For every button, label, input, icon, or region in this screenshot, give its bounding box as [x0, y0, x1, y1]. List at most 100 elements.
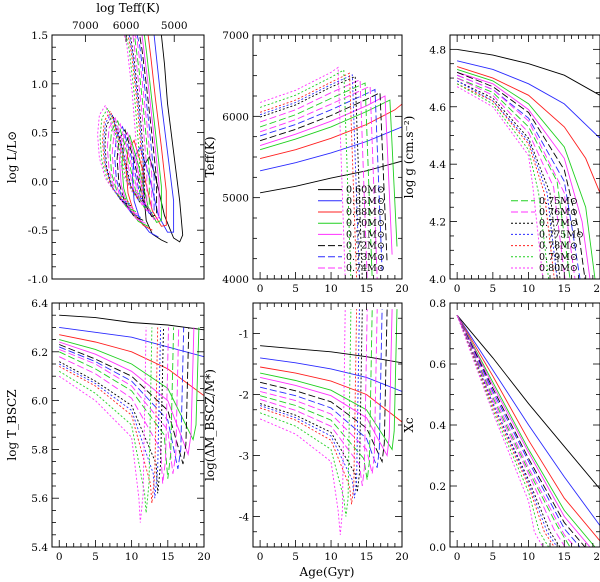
x-tick-label: 0 — [454, 283, 461, 295]
y-tick-label: -4 — [239, 512, 250, 524]
y-axis-label: log L/L⊙ — [5, 131, 19, 184]
series-line-teff-0p78 — [259, 72, 358, 279]
top-axis-label: log Teff(K) — [96, 1, 160, 15]
series-line-teff-0p70 — [259, 99, 398, 247]
y-tick-label: 0.8 — [429, 298, 446, 310]
y-tick-label: 6.0 — [31, 396, 48, 408]
series-line-hr-0p79 — [99, 35, 141, 200]
series-line-mbscz-0p78 — [259, 309, 358, 505]
legend-label: 0.80M⊙ — [539, 263, 578, 274]
series-line-hr-0p77 — [104, 35, 145, 207]
legend-label: 0.70M⊙ — [346, 218, 385, 229]
series-line-logg-0p74 — [456, 74, 576, 279]
series-line-xc-0p73 — [456, 315, 581, 547]
legend-label: 0.76M⊙ — [539, 207, 578, 218]
series-line-teff-0p71 — [259, 95, 393, 255]
series-line-tbscz-0p72 — [59, 327, 190, 465]
legend-label: 0.74M⊙ — [346, 263, 385, 274]
series-line-xc-0p80 — [456, 315, 544, 547]
series-line-mbscz-0p60 — [260, 345, 402, 364]
y-tick-label: 6.2 — [31, 347, 48, 359]
y-tick-label: 0.0 — [429, 542, 446, 554]
series-line-teff-0p77 — [259, 75, 363, 279]
y-axis-label: log T_BSCZ — [5, 389, 19, 460]
panel-logg: 0 5 10 15 20 4.0 4.2 4.4 4.6 4.8 log g (cm.s⁻²) 0.7… — [402, 34, 600, 295]
x-tick-label: 0 — [56, 551, 63, 563]
x-tick-label: 5 — [292, 551, 299, 563]
y-tick-label: 0.0 — [31, 176, 48, 188]
y-tick-label: 5.4 — [31, 542, 48, 554]
series-line-logg-0p75 — [456, 77, 571, 279]
x-tick-label: 10 — [324, 283, 337, 295]
series-line-hr-0p78 — [102, 35, 143, 203]
series-line-tbscz-0p80 — [58, 327, 147, 523]
x-tick-label: 0 — [454, 551, 461, 563]
series-line-logg-0p77 — [456, 80, 561, 279]
top-x-tick-label: 6000 — [113, 20, 140, 32]
series-line-mbscz-0p775 — [259, 309, 360, 499]
series-line-teff-0p76 — [259, 79, 368, 279]
series-line-hr-0p74 — [111, 35, 153, 216]
y-tick-label: -3 — [239, 451, 249, 463]
series-line-hr-0p72 — [116, 35, 158, 221]
series-line-logg-0p60 — [457, 48, 600, 96]
axes-frame — [51, 302, 205, 548]
x-tick-label: 10 — [522, 551, 535, 563]
series-line-mbscz-0p73 — [259, 309, 383, 468]
x-tick-label: 20 — [593, 283, 600, 295]
x-tick-label: 5 — [92, 551, 99, 563]
y-tick-label: 4.6 — [429, 102, 446, 114]
series-line-xc-0p77 — [456, 315, 561, 547]
series-line-xc-0p75 — [456, 315, 571, 547]
series-line-tbscz-0p73 — [59, 327, 185, 469]
series-line-mbscz-0p71 — [260, 309, 393, 457]
x-tick-label: 20 — [395, 283, 408, 295]
series-line-tbscz-0p78 — [58, 327, 159, 504]
series-line-mbscz-0p74 — [259, 309, 378, 474]
x-tick-label: 10 — [324, 551, 337, 563]
series-line-hr-0p775 — [103, 35, 144, 205]
series-line-logg-0p76 — [456, 77, 566, 279]
series-line-teff-0p75 — [259, 82, 373, 279]
panel-mbscz: 0 5 10 15 20 -4 -3 -2 -1 log(ΔM_BSCZ/M*) — [203, 302, 409, 563]
legend: 0.75M⊙0.76M⊙0.77M⊙0.775M⊙0.78M⊙0.79M⊙0.8… — [511, 196, 584, 274]
series-line-tbscz-0p75 — [59, 327, 175, 479]
x-tick-label: 5 — [490, 283, 497, 295]
curves-tbscz — [58, 314, 204, 523]
series-line-mbscz-0p72 — [259, 309, 388, 464]
top-x-tick-label: 5000 — [161, 20, 188, 32]
panel-tbscz: 0 5 10 15 20 5.4 5.6 5.8 6.0 6.2 6.4 log T_BSCZ — [5, 298, 211, 563]
x-tick-label: 5 — [292, 283, 299, 295]
y-tick-label: 0.6 — [429, 359, 446, 371]
series-line-logg-0p68 — [456, 66, 600, 194]
legend-label: 0.60M⊙ — [346, 185, 385, 196]
series-line-teff-0p74 — [259, 85, 378, 279]
legend-label: 0.73M⊙ — [346, 252, 385, 263]
legend-label: 0.65M⊙ — [346, 196, 385, 207]
curves-teff — [259, 66, 402, 279]
legend-label: 0.75M⊙ — [539, 196, 578, 207]
series-line-mbscz-0p70 — [260, 309, 398, 451]
x-tick-label: 15 — [558, 551, 571, 563]
series-line-teff-0p79 — [259, 69, 352, 279]
series-line-xc-0p60 — [456, 314, 600, 490]
series-line-tbscz-0p70 — [59, 327, 200, 441]
x-tick-label: 15 — [360, 283, 373, 295]
series-line-mbscz-0p76 — [259, 309, 368, 487]
legend-label: 0.71M⊙ — [346, 229, 385, 240]
y-tick-label: 1.0 — [31, 79, 48, 91]
legend-label: 0.78M⊙ — [539, 241, 578, 252]
y-tick-label: -1.0 — [28, 274, 48, 286]
series-line-xc-0p71 — [456, 314, 591, 547]
x-tick-label: 5 — [490, 551, 497, 563]
series-line-mbscz-0p75 — [259, 309, 373, 480]
x-tick-label: 10 — [125, 551, 138, 563]
series-line-tbscz-0p79 — [58, 327, 153, 513]
y-tick-label: 0.2 — [429, 481, 446, 493]
y-tick-label: 5.6 — [31, 493, 48, 505]
shared-x-axis-label: Age(Gyr) — [299, 565, 355, 579]
series-line-teff-0p80 — [259, 66, 346, 279]
series-line-tbscz-0p71 — [59, 327, 195, 457]
x-tick-label: 0 — [257, 283, 264, 295]
